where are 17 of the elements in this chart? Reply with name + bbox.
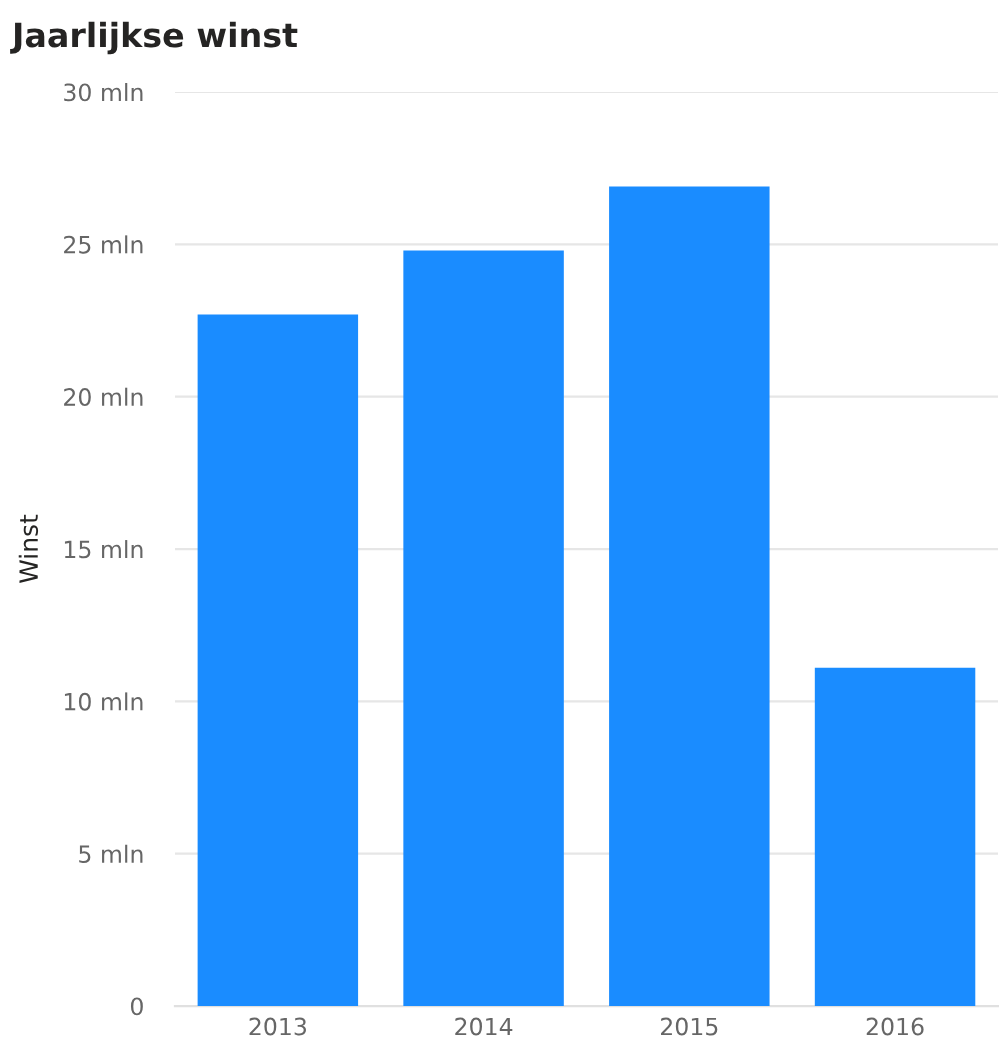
x-tick-label: 2013 [249,1017,307,1036]
chart-title: Jaarlijkse winst [10,21,298,55]
y-tick-label: 0 [130,997,143,1016]
y-tick-label: 5 mln [79,844,143,864]
y-axis-title: Winst [18,514,39,584]
bar [197,314,359,1007]
bar [814,667,976,1007]
y-tick-label: 25 mln [64,235,143,254]
x-tick-label: 2016 [866,1017,924,1036]
y-tick-label: 15 mln [64,540,143,559]
y-tick-label: 20 mln [64,387,143,406]
bar [403,250,564,1007]
y-tick-label: 10 mln [64,692,143,711]
y-tick-label: 30 mln [64,83,143,102]
x-tick-label: 2015 [661,1017,718,1036]
x-tick-label: 2014 [455,1017,513,1036]
bar [609,186,770,1007]
